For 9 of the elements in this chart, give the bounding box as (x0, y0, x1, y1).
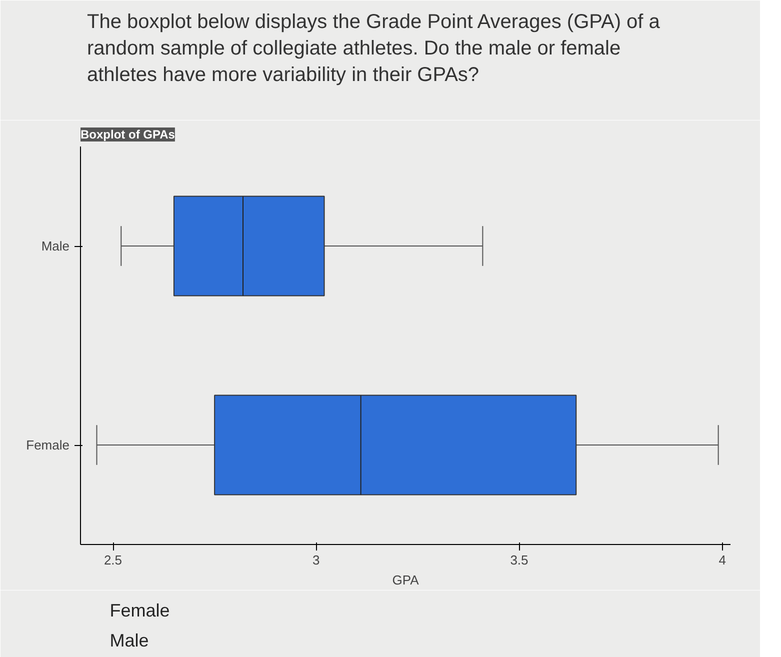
x-axis-title: GPA (392, 572, 420, 588)
x-tick-label: 4 (718, 552, 726, 568)
x-tick-label: 2.5 (104, 552, 122, 568)
chart-title: The boxplot below displays the Grade Point Averages (GPA) of a random sample of collegiate athletes. Do the male or female athletes have more variability in their GPAs? (87, 11, 661, 86)
x-tick-label: 3.5 (510, 552, 528, 568)
text: Female (110, 600, 170, 620)
text: Male (110, 630, 149, 650)
x-tick-label: 3 (312, 552, 320, 568)
chart-subtitle: Boxplot of GPAs (80, 128, 176, 142)
